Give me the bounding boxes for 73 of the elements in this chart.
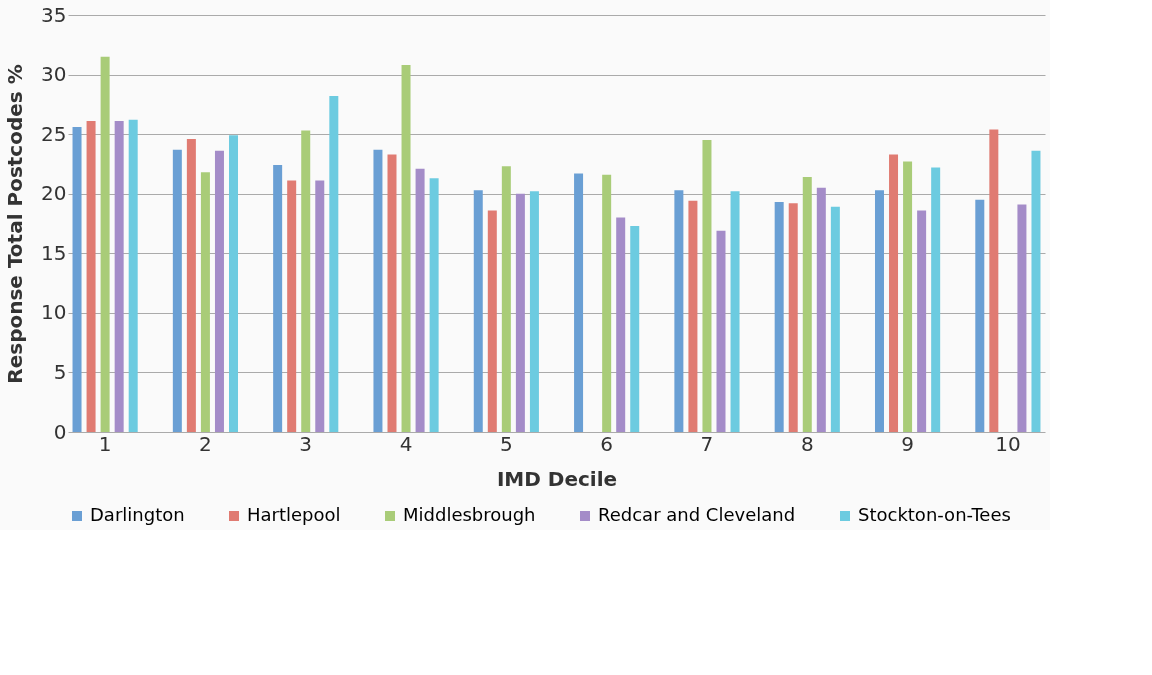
bar bbox=[301, 130, 311, 432]
bar bbox=[401, 65, 411, 432]
bar bbox=[128, 119, 138, 432]
bar bbox=[630, 225, 640, 432]
bar bbox=[373, 149, 383, 432]
x-tick-label: 5 bbox=[499, 431, 513, 456]
y-tick-label: 30 bbox=[41, 62, 67, 87]
bar bbox=[674, 190, 684, 432]
y-tick-label: 15 bbox=[41, 240, 67, 265]
bar bbox=[487, 210, 497, 432]
x-tick-label: 7 bbox=[700, 431, 714, 456]
x-tick-label: 6 bbox=[600, 431, 614, 456]
bar bbox=[100, 56, 110, 432]
y-tick-label: 25 bbox=[41, 121, 67, 146]
bar bbox=[816, 187, 826, 432]
bar bbox=[172, 149, 182, 432]
bar bbox=[229, 135, 239, 432]
bar bbox=[186, 138, 196, 432]
bar bbox=[287, 180, 297, 432]
x-tick-label: 1 bbox=[98, 431, 112, 456]
legend-label: Stockton-on-Tees bbox=[858, 504, 1011, 525]
bar bbox=[602, 174, 612, 432]
bar bbox=[1017, 204, 1027, 432]
bar bbox=[788, 203, 798, 432]
y-tick-label: 10 bbox=[41, 300, 67, 325]
bar bbox=[429, 178, 439, 432]
bar bbox=[273, 165, 283, 432]
bar bbox=[114, 121, 124, 432]
bar bbox=[688, 200, 698, 432]
bar bbox=[501, 166, 511, 432]
bar bbox=[931, 167, 941, 432]
bar bbox=[515, 193, 525, 432]
x-tick-label: 3 bbox=[299, 431, 313, 456]
bar bbox=[574, 173, 584, 432]
y-tick-label: 0 bbox=[53, 419, 67, 444]
bar bbox=[802, 177, 812, 432]
bar bbox=[200, 172, 210, 432]
bar bbox=[874, 190, 884, 432]
bar bbox=[529, 191, 539, 432]
y-tick-label: 35 bbox=[41, 2, 67, 27]
legend-label: Hartlepool bbox=[247, 504, 341, 525]
bar bbox=[917, 210, 927, 432]
bar bbox=[975, 199, 985, 432]
x-tick-label: 10 bbox=[995, 431, 1021, 456]
legend-label: Middlesbrough bbox=[403, 504, 536, 525]
legend-label: Redcar and Cleveland bbox=[598, 504, 796, 525]
bar bbox=[86, 121, 96, 432]
bar bbox=[315, 180, 325, 432]
bar bbox=[72, 126, 82, 432]
bar bbox=[716, 230, 726, 432]
x-axis-title: IMD Decile bbox=[496, 466, 618, 491]
bar bbox=[616, 217, 626, 432]
bar bbox=[214, 150, 224, 432]
x-tick-label: 9 bbox=[901, 431, 914, 456]
bar bbox=[329, 96, 339, 432]
bar bbox=[903, 161, 913, 432]
bar bbox=[1031, 150, 1041, 432]
bar bbox=[830, 206, 840, 432]
bar bbox=[730, 191, 740, 432]
y-tick-label: 5 bbox=[53, 359, 67, 384]
bar bbox=[702, 140, 712, 432]
x-tick-label: 2 bbox=[199, 431, 212, 456]
bar bbox=[774, 202, 784, 432]
x-tick-label: 4 bbox=[399, 431, 413, 456]
bar bbox=[415, 168, 425, 432]
y-axis-title: Response Total Postcodes % bbox=[3, 64, 28, 384]
y-tick-label: 20 bbox=[41, 181, 67, 206]
legend-label: Darlington bbox=[90, 504, 185, 525]
bar bbox=[387, 154, 397, 432]
bar bbox=[473, 190, 483, 432]
bar bbox=[989, 129, 999, 432]
x-tick-label: 8 bbox=[800, 431, 814, 456]
bar bbox=[889, 154, 899, 432]
